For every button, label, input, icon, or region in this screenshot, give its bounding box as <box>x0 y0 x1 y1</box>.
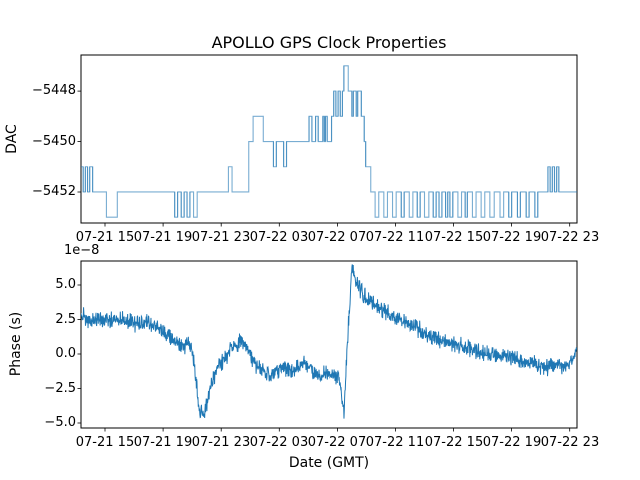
phase-axes-frame <box>80 260 578 429</box>
x-tick-label: 07-22 15 <box>424 435 484 450</box>
x-tick-label: 07-21 15 <box>75 230 135 245</box>
x-tick-label: 07-21 19 <box>133 435 193 450</box>
y-tick-label: −2.5 <box>44 381 76 396</box>
x-tick-label: 07-22 11 <box>365 435 425 450</box>
x-tick-label: 07-22 23 <box>540 435 600 450</box>
x-tick-label: 07-21 15 <box>75 435 135 450</box>
x-tick-label: 07-22 23 <box>540 230 600 245</box>
x-tick-label: 07-22 11 <box>365 230 425 245</box>
phase-tick-marks <box>77 284 571 432</box>
x-tick-label: 07-22 19 <box>482 230 542 245</box>
y-tick-label: 0.0 <box>55 346 76 361</box>
y-tick-label: −5452 <box>32 184 76 199</box>
dac-axes-frame <box>80 54 578 224</box>
x-tick-label: 07-22 03 <box>249 230 309 245</box>
dac-step-line <box>81 65 577 218</box>
x-axis-label: Date (GMT) <box>288 455 370 471</box>
phase-noise-line <box>81 264 577 419</box>
y-tick-label: −5450 <box>32 134 76 149</box>
figure-title: APOLLO GPS Clock Properties <box>211 33 447 52</box>
dac-step-line-dense-overlay <box>82 65 560 218</box>
x-tick-label: 07-21 19 <box>133 230 193 245</box>
y-tick-label: 5.0 <box>55 277 76 292</box>
x-tick-label: 07-21 23 <box>191 435 251 450</box>
phase-offset-multiplier: 1e−8 <box>64 243 100 258</box>
x-tick-label: 07-21 23 <box>191 230 251 245</box>
x-tick-label: 07-22 07 <box>307 435 367 450</box>
x-tick-label: 07-22 07 <box>307 230 367 245</box>
x-tick-label: 07-22 19 <box>482 435 542 450</box>
y-tick-label: 2.5 <box>55 312 76 327</box>
dac-tick-marks <box>77 90 571 227</box>
y-tick-label: −5.0 <box>44 415 76 430</box>
x-tick-label: 07-22 03 <box>249 435 309 450</box>
x-tick-label: 07-22 15 <box>424 230 484 245</box>
y-tick-label: −5448 <box>32 83 76 98</box>
